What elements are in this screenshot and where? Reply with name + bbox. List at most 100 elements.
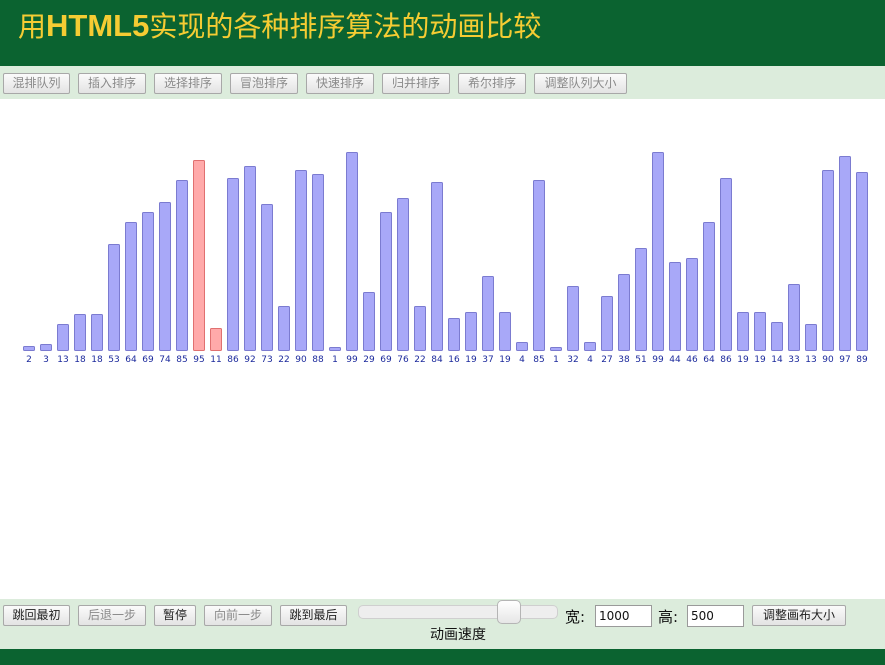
bar-label-0: 2 (26, 355, 32, 365)
bar-36 (635, 248, 647, 351)
title-html5: HTML5 (46, 8, 150, 43)
bar-label-18: 1 (332, 355, 338, 365)
bar-38 (669, 262, 681, 351)
bar-label-3: 18 (74, 355, 86, 365)
bar-26 (465, 312, 477, 351)
bar-32 (567, 286, 579, 351)
bar-label-41: 86 (720, 355, 732, 365)
bar-label-13: 92 (244, 355, 255, 365)
bar-1 (40, 344, 52, 351)
resize-queue-button[interactable]: 调整队列大小 (534, 73, 627, 94)
bar-label-24: 84 (431, 355, 443, 365)
bar-46 (805, 324, 817, 351)
bar-41 (720, 178, 732, 351)
bar-13 (244, 166, 256, 351)
bar-15 (278, 306, 290, 351)
bar-label-44: 14 (771, 355, 783, 365)
bar-label-36: 51 (635, 355, 646, 365)
bar-27 (482, 276, 494, 351)
page-title: 用HTML5实现的各种排序算法的动画比较 (18, 6, 541, 47)
bar-label-19: 99 (346, 355, 358, 365)
bar-10 (193, 160, 205, 351)
insertion-sort-button[interactable]: 插入排序 (78, 73, 146, 94)
bubble-sort-button[interactable]: 冒泡排序 (230, 73, 298, 94)
bar-label-33: 4 (587, 355, 593, 365)
bar-4 (91, 314, 103, 351)
step-back-button[interactable]: 后退一步 (78, 605, 146, 626)
bar-8 (159, 202, 171, 351)
bar-label-6: 64 (125, 355, 137, 365)
bar-label-30: 85 (533, 355, 544, 365)
speed-slider-thumb[interactable] (497, 600, 521, 624)
bar-35 (618, 274, 630, 351)
title-prefix: 用 (18, 10, 47, 43)
header-bar: 用HTML5实现的各种排序算法的动画比较 (0, 0, 885, 66)
sort-bar-chart: 2 3 13 18 18 53 64 69 74 85 95 11 86 92 73 22 90 88 1 99 29 6… (23, 152, 868, 365)
bar-30 (533, 180, 545, 351)
bar-29 (516, 342, 528, 351)
shell-sort-button[interactable]: 希尔排序 (458, 73, 526, 94)
bar-7 (142, 212, 154, 351)
bar-label-39: 46 (686, 355, 698, 365)
jump-first-button[interactable]: 跳回最初 (3, 605, 70, 626)
bar-17 (312, 174, 324, 351)
bar-label-43: 19 (754, 355, 766, 365)
sort-toolbar: 混排队列 插入排序 选择排序 冒泡排序 快速排序 归并排序 希尔排序 调整队列大… (0, 66, 885, 99)
bar-37 (652, 152, 664, 351)
bar-12 (227, 178, 239, 351)
bar-label-28: 19 (499, 355, 511, 365)
bar-label-1: 3 (43, 355, 49, 365)
bar-label-5: 53 (108, 355, 119, 365)
sort-canvas: 2 3 13 18 18 53 64 69 74 85 95 11 86 92 73 22 90 88 1 99 29 6… (0, 99, 885, 599)
bar-18 (329, 347, 341, 351)
jump-last-button[interactable]: 跳到最后 (280, 605, 347, 626)
shuffle-queue-button[interactable]: 混排队列 (3, 73, 70, 94)
bar-label-46: 13 (805, 355, 816, 365)
bar-label-47: 90 (822, 355, 834, 365)
canvas-height-input[interactable] (687, 605, 744, 627)
canvas-width-input[interactable] (595, 605, 652, 627)
speed-slider-track[interactable] (358, 605, 558, 619)
bar-21 (380, 212, 392, 351)
bar-label-12: 86 (227, 355, 239, 365)
bar-label-15: 22 (278, 355, 289, 365)
step-forward-button[interactable]: 向前一步 (204, 605, 272, 626)
bar-label-7: 69 (142, 355, 154, 365)
merge-sort-button[interactable]: 归并排序 (382, 73, 450, 94)
bar-16 (295, 170, 307, 351)
bar-19 (346, 152, 358, 351)
bar-label-40: 64 (703, 355, 715, 365)
bar-48 (839, 156, 851, 351)
bar-label-16: 90 (295, 355, 307, 365)
bar-label-20: 29 (363, 355, 375, 365)
bar-40 (703, 222, 715, 351)
bar-label-17: 88 (312, 355, 324, 365)
selection-sort-button[interactable]: 选择排序 (154, 73, 222, 94)
bar-5 (108, 244, 120, 351)
pause-button[interactable]: 暂停 (154, 605, 196, 626)
bar-23 (414, 306, 426, 351)
bar-22 (397, 198, 409, 351)
bar-label-35: 38 (618, 355, 630, 365)
bar-label-31: 1 (553, 355, 559, 365)
bar-49 (856, 172, 868, 351)
bar-label-23: 22 (414, 355, 425, 365)
bar-3 (74, 314, 86, 351)
bar-25 (448, 318, 460, 351)
bar-label-21: 69 (380, 355, 392, 365)
bar-0 (23, 346, 35, 351)
bar-2 (57, 324, 69, 351)
bar-14 (261, 204, 273, 351)
bar-45 (788, 284, 800, 351)
bar-label-34: 27 (601, 355, 612, 365)
bar-42 (737, 312, 749, 351)
width-label: 宽: (565, 608, 586, 626)
bar-6 (125, 222, 137, 351)
bar-label-37: 99 (652, 355, 664, 365)
bar-label-29: 4 (519, 355, 525, 365)
resize-canvas-button[interactable]: 调整画布大小 (752, 605, 846, 626)
bar-label-45: 33 (788, 355, 799, 365)
quick-sort-button[interactable]: 快速排序 (306, 73, 374, 94)
bar-label-10: 95 (193, 355, 204, 365)
playback-controls: 跳回最初 后退一步 暂停 向前一步 跳到最后 动画速度 宽: 高: 调整画布大小 (0, 599, 885, 649)
